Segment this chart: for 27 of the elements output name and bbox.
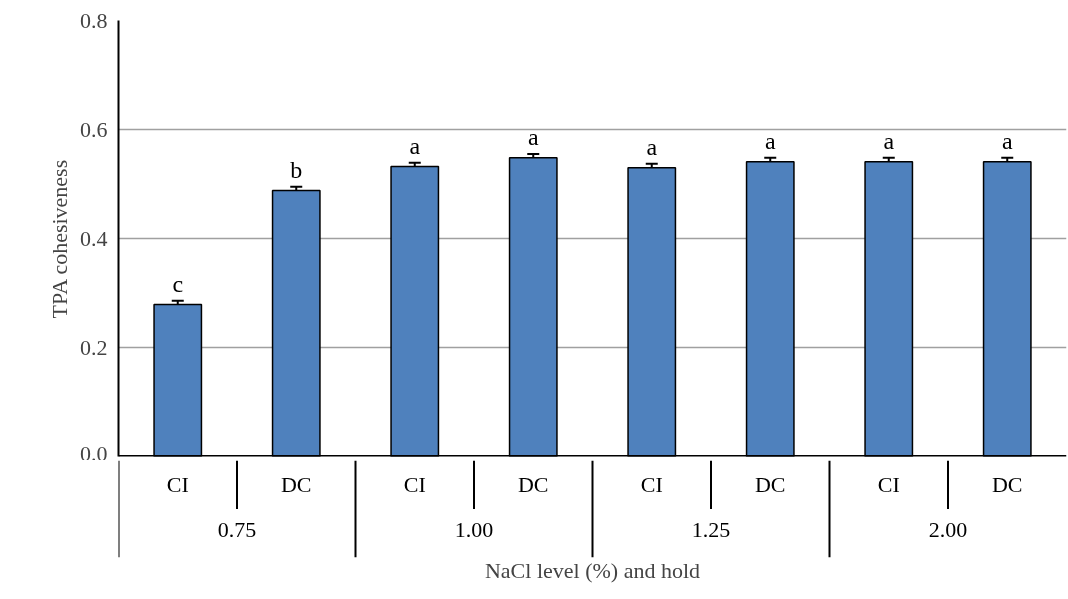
x-tick-label: CI (166, 472, 189, 498)
text: 0.75 (217, 517, 257, 543)
y-tick-label: 0.6 (80, 116, 108, 142)
data-label: a (1001, 127, 1013, 154)
data-label: c (172, 270, 184, 297)
y-tick-label: 0.8 (80, 7, 108, 33)
x-tick-label: DC (280, 472, 312, 498)
data-label: a (527, 124, 539, 151)
y-tick-label: 0.0 (80, 440, 108, 466)
x-tick-label: DC (517, 472, 549, 498)
y-tick-label: 0.4 (80, 225, 108, 251)
x-tick-label: CI (640, 472, 663, 498)
data-label: a (409, 132, 421, 159)
x-tick-label: DC (991, 472, 1023, 498)
data-label: a (646, 133, 658, 160)
x-tick-label: CI (403, 472, 426, 498)
text: 2.00 (928, 517, 968, 543)
data-label: a (883, 127, 895, 154)
x-tick-label: CI (877, 472, 900, 498)
data-label: b (290, 156, 303, 183)
x-tick-label: DC (754, 472, 786, 498)
y-tick-label: 0.2 (80, 334, 108, 360)
data-label: a (764, 127, 776, 154)
x-axis-title: NaCl level (%) and hold (484, 557, 701, 583)
text: 1.25 (691, 517, 731, 543)
y-axis-title: TPA cohesiveness (47, 159, 72, 319)
text: 1.00 (454, 517, 494, 543)
